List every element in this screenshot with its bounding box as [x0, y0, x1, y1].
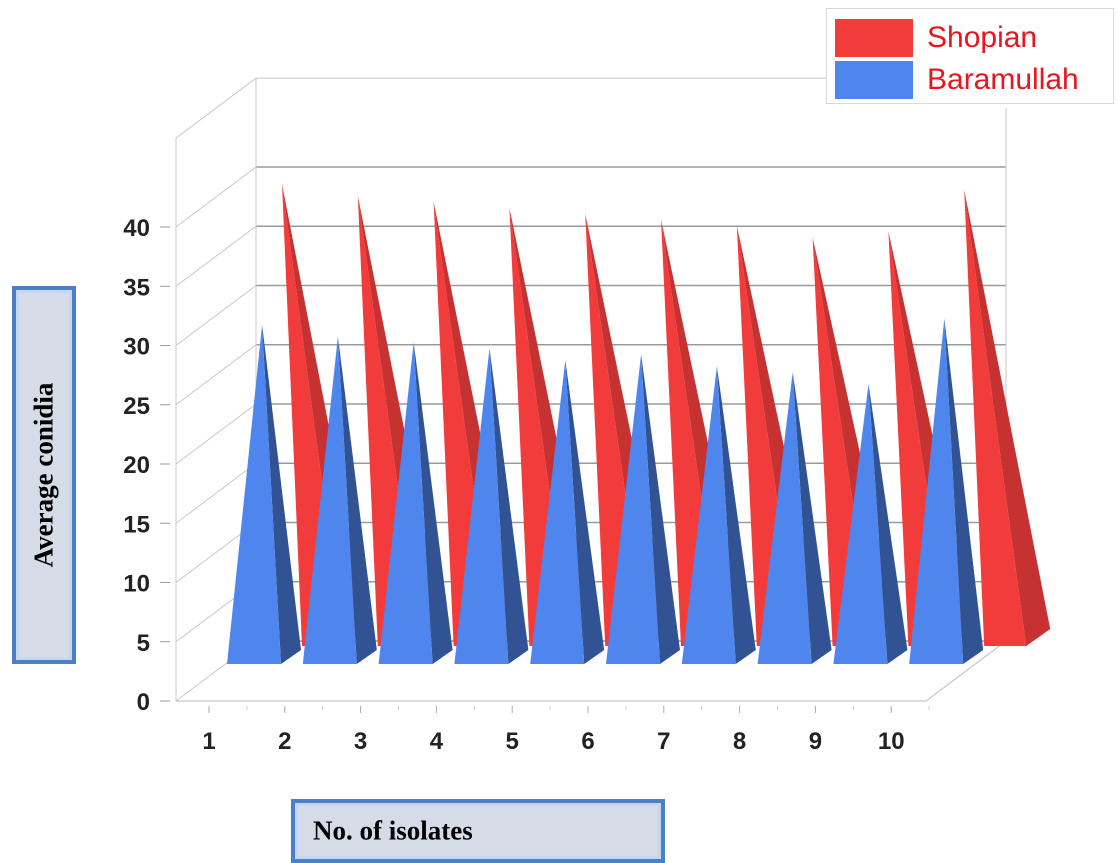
x-tick-label: 7: [657, 728, 670, 755]
bar-baramullah-1: [227, 324, 301, 664]
bar-side: [868, 383, 908, 664]
x-axis-label-box: No. of isolates: [291, 799, 665, 863]
bar-baramullah-3: [378, 342, 453, 664]
bar-side: [262, 324, 301, 664]
legend-swatch-baramullah: [835, 61, 913, 99]
x-tick-label: 8: [733, 728, 746, 755]
bar-baramullah-2: [302, 336, 377, 664]
y-tick-label: 15: [123, 511, 150, 538]
y-tick-label: 10: [123, 571, 150, 598]
y-tick-label: 40: [123, 215, 150, 242]
bar-face: [909, 318, 964, 664]
bar-baramullah-6: [606, 354, 680, 664]
bar-face: [454, 348, 509, 664]
bar-face: [812, 237, 875, 646]
x-tick-label: 1: [202, 728, 215, 755]
legend-item-shopian: Shopian: [835, 19, 1037, 57]
bar-side: [716, 366, 756, 664]
chart-ticks: 0 5 10 15 20 25 30 35 40 1 2 3 4 5 6 7 8 9 10: [123, 215, 930, 755]
y-tick-label: 5: [137, 630, 150, 657]
y-tick-label: 25: [123, 393, 150, 420]
bar-baramullah-8: [757, 371, 832, 664]
bar-side: [413, 342, 453, 664]
legend-label-shopian: Shopian: [927, 21, 1038, 54]
bar-baramullah-10: [909, 318, 984, 664]
x-tick-label: 9: [809, 728, 822, 755]
legend-swatch-shopian: [835, 19, 913, 57]
bar-baramullah-4: [454, 348, 529, 664]
bar-face: [964, 189, 1027, 647]
x-axis-label: No. of isolates: [313, 815, 473, 846]
bar-face: [681, 366, 736, 664]
bar-face: [302, 336, 357, 664]
bar-face: [530, 360, 585, 664]
x-tick-label: 2: [278, 728, 291, 755]
legend-item-baramullah: Baramullah: [835, 61, 1079, 99]
bar-side: [792, 371, 832, 664]
x-tick-label: 4: [430, 728, 444, 755]
x-tick-label: 10: [878, 728, 905, 755]
bar-side: [641, 354, 680, 664]
chart-bars: [227, 183, 1051, 664]
bar-face: [378, 342, 433, 664]
y-tick-label: 30: [123, 334, 150, 361]
bar-face: [227, 324, 281, 664]
bar-baramullah-5: [530, 360, 605, 664]
bar-side: [944, 318, 984, 664]
bar-shopian-10: [964, 189, 1051, 647]
legend-label-baramullah: Baramullah: [927, 63, 1079, 96]
bar-face: [833, 383, 888, 664]
x-tick-label: 5: [506, 728, 519, 755]
x-tick-label: 3: [354, 728, 367, 755]
bar-side: [337, 336, 377, 664]
y-tick-label: 35: [123, 274, 150, 301]
legend: Shopian Baramullah: [826, 8, 1114, 104]
y-tick-label: 0: [137, 689, 150, 716]
bar-side: [565, 360, 605, 664]
bar-baramullah-9: [833, 383, 908, 664]
bar-side: [489, 348, 529, 664]
bar-face: [757, 371, 812, 664]
y-tick-label: 20: [123, 452, 150, 479]
y-axis-label-box: Average conidia: [12, 286, 76, 664]
x-tick-label: 6: [581, 728, 594, 755]
bar-face: [509, 207, 572, 646]
y-axis-label: Average conidia: [28, 382, 59, 568]
bar-baramullah-7: [681, 366, 756, 664]
bar-face: [606, 354, 660, 664]
bar-side: [964, 189, 1051, 647]
